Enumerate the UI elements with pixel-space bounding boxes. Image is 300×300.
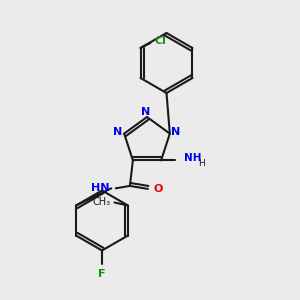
- Text: NH: NH: [184, 153, 201, 163]
- Text: O: O: [153, 184, 163, 194]
- Text: CH₃: CH₃: [93, 197, 111, 207]
- Text: HN: HN: [91, 183, 110, 193]
- Text: N: N: [171, 127, 180, 137]
- Text: N: N: [141, 106, 150, 117]
- Text: Cl: Cl: [155, 36, 167, 46]
- Text: F: F: [98, 269, 106, 279]
- Text: H: H: [198, 159, 205, 168]
- Text: N: N: [113, 127, 122, 137]
